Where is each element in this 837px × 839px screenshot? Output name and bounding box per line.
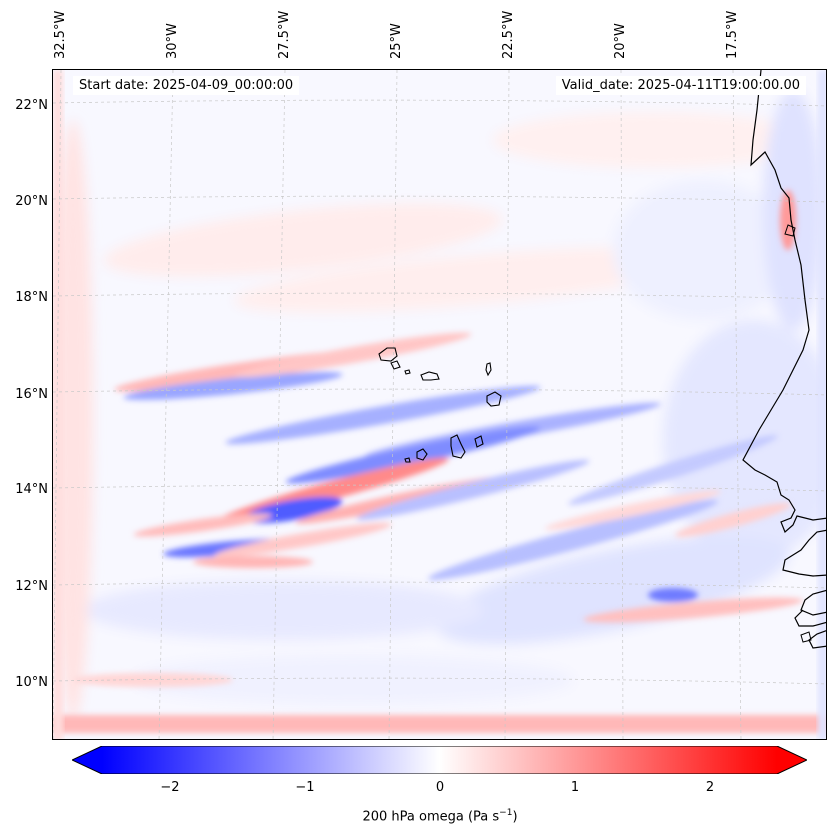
island-fogo	[416, 448, 428, 461]
colorbar-title-prefix: 200 hPa omega (Pa s	[362, 809, 500, 825]
island-sao-nicolau	[420, 371, 440, 381]
island-boa-vista	[486, 391, 502, 407]
colorbar-title: 200 hPa omega (Pa s−1)	[0, 808, 837, 824]
colorbar-title-suffix: )	[512, 809, 518, 825]
colorbar-tick-label: 1	[570, 780, 580, 795]
island-brava	[404, 457, 411, 463]
colorbar-tick-label: 0	[435, 780, 445, 795]
colorbar-tick-label: −1	[295, 780, 315, 795]
lon-label: 27.5°W	[277, 10, 292, 59]
colorbar-extend-max	[777, 746, 807, 774]
field-streaks	[73, 190, 803, 687]
lon-label: 17.5°W	[725, 10, 740, 59]
lat-label: 10°N	[15, 675, 48, 690]
island-santiago	[450, 434, 466, 459]
lon-label: 30°W	[165, 23, 180, 59]
lon-label: 22.5°W	[501, 10, 516, 59]
island-santo-antao	[378, 347, 398, 362]
island-maio	[474, 435, 484, 448]
omega-field-map	[53, 70, 826, 739]
lat-label: 16°N	[15, 387, 48, 402]
start-date-label: Start date: 2025-04-09_00:00:00	[73, 76, 300, 95]
boundary-bands	[53, 70, 826, 739]
lat-label: 20°N	[15, 194, 48, 209]
island-santa-luzia	[404, 369, 411, 375]
graticule	[53, 70, 826, 739]
field-broad-features	[53, 90, 826, 720]
colorbar-body	[102, 746, 777, 774]
lat-label: 12°N	[15, 579, 48, 594]
colorbar-extend-min	[72, 746, 102, 774]
colorbar-svg	[70, 745, 809, 778]
africa-coastline	[742, 70, 826, 534]
lat-label: 22°N	[15, 98, 48, 113]
island-sao-vicente	[390, 360, 401, 370]
island-sal	[485, 362, 492, 377]
cape-verde-islands	[378, 347, 502, 463]
lat-label: 14°N	[15, 482, 48, 497]
colorbar-title-exponent: −1	[499, 808, 513, 818]
africa-coastline-south	[782, 529, 826, 649]
lon-label: 32.5°W	[53, 10, 68, 59]
colorbar-tick-label: −2	[160, 780, 180, 795]
lon-label: 25°W	[389, 23, 404, 59]
lat-label: 18°N	[15, 290, 48, 305]
colorbar	[70, 745, 809, 778]
lon-label: 20°W	[613, 23, 628, 59]
colorbar-tick-label: 2	[705, 780, 715, 795]
map-panel[interactable]: Start date: 2025-04-09_00:00:00 Valid_da…	[52, 69, 827, 740]
valid-date-label: Valid_date: 2025-04-11T19:00:00.00	[555, 76, 806, 95]
